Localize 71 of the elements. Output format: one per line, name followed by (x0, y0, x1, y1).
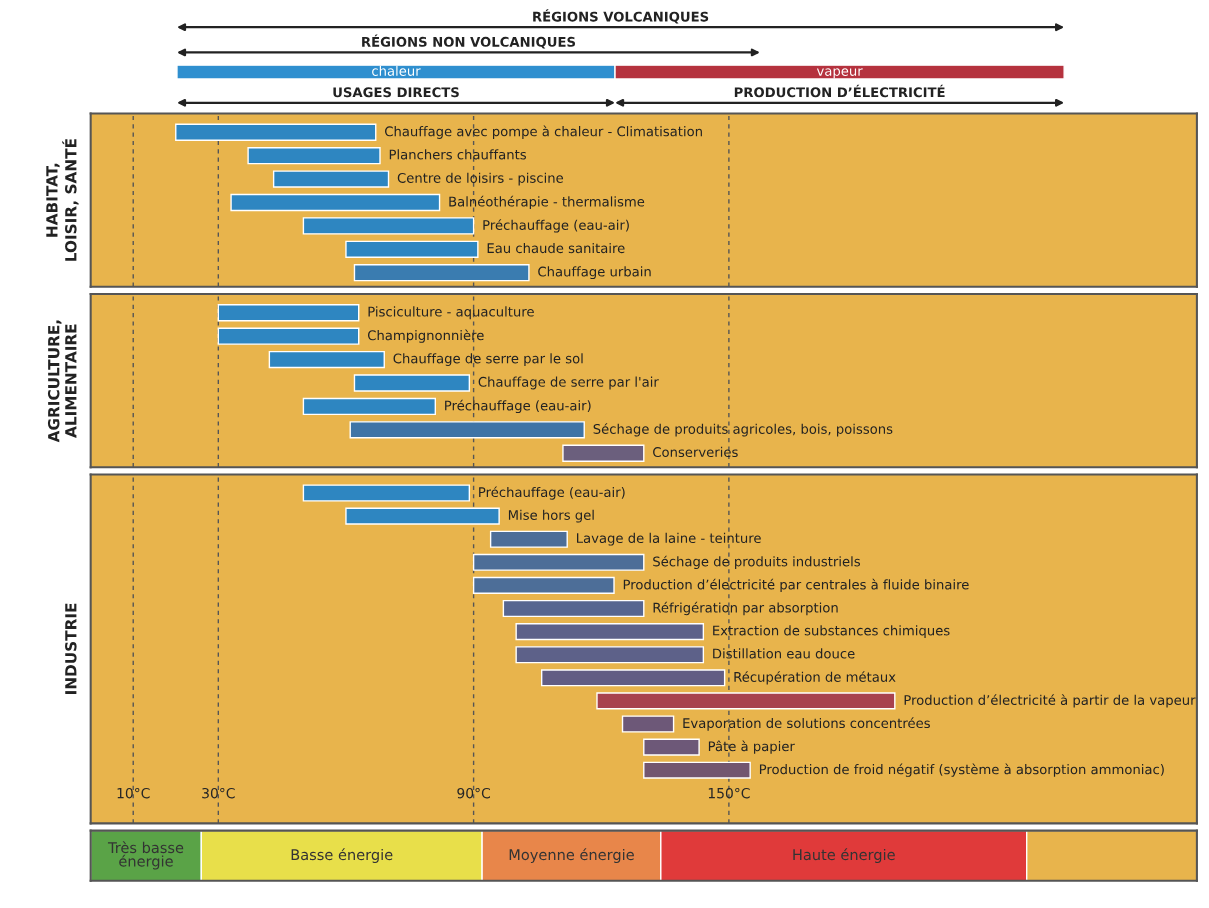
text: RÉGIONS VOLCANIQUES (533, 9, 709, 24)
category-label: Chauffage de serre par l'air (478, 376, 659, 390)
series-label: Très basse énergie (107, 841, 184, 870)
bar (353, 264, 530, 282)
category-label: Centre de loisirs - piscine (397, 172, 564, 186)
bar (302, 397, 437, 416)
category-label: Conserveries (653, 446, 738, 458)
category-label: Balnéothérapie - thermalisme (449, 195, 645, 210)
category-label: Pisciculture - aquaculture (368, 306, 534, 320)
bar (175, 123, 377, 141)
text: vapeur (816, 68, 863, 79)
y-axis-title: AGRICULTURE, ALIMENTAIRE (47, 320, 77, 443)
series-label: Basse énergie (291, 848, 393, 864)
category-label: Lavage de la laine - teinture (577, 532, 761, 546)
category-label: Mise hors gel (508, 509, 594, 523)
category-label: Chauffage de serre par le sol (393, 353, 583, 366)
bar (302, 484, 471, 502)
bar (247, 146, 381, 165)
category-label: Séchage de produits industriels (653, 555, 861, 569)
category-label: Production de froid négatif (système à absorption ammoniac) (759, 763, 1164, 777)
category-label: Réfrigération par absorption (653, 601, 838, 616)
text: PRODUCTION D’ÉLECTRICITÉ (734, 84, 945, 98)
category-label: Chauffage urbain (538, 266, 651, 280)
text: RÉGIONS NON VOLCANIQUES (362, 34, 576, 49)
category-label: Préchauffage (eau-air) (483, 219, 629, 233)
bar (502, 599, 645, 618)
text: USAGES DIRECTS (333, 87, 459, 98)
category-label: Champignonnière (367, 329, 484, 343)
category-label: Extraction de substances chimiques (713, 625, 950, 638)
bar (643, 738, 700, 756)
category-label: Evaporation de solutions concentrées (683, 717, 930, 731)
bar (596, 692, 896, 710)
category-label: Distillation eau douce (713, 648, 855, 659)
bar (489, 530, 568, 548)
x-tick-label: 30°C (202, 787, 235, 799)
text: chaleur (372, 65, 421, 76)
bar (268, 350, 385, 369)
category-label: Séchage de produits agricoles, bois, poissons (593, 423, 893, 437)
bar (472, 553, 645, 571)
bar (562, 444, 645, 462)
category-label: Préchauffage (eau-air) (445, 399, 591, 414)
category-label: Chauffage avec pompe à chaleur - Climatisation (384, 125, 702, 139)
series-label: Moyenne énergie (509, 848, 634, 864)
category-label: Préchauffage (eau-air) (479, 486, 625, 500)
category-label: Eau chaude sanitaire (487, 242, 625, 254)
bar (643, 761, 751, 779)
x-tick-label: 90°C (457, 787, 491, 799)
category-label: Production d’électricité à partir de la vapeur (904, 694, 1196, 708)
bar (349, 421, 585, 439)
bar (345, 240, 479, 258)
series-label: Haute énergie (793, 848, 895, 864)
bar (302, 217, 475, 235)
bar (353, 374, 471, 392)
bar (515, 646, 705, 664)
category-label: Pâte à papier (708, 740, 795, 754)
bar (621, 715, 675, 733)
bar (345, 507, 500, 525)
x-tick-label: 150°C (708, 787, 750, 799)
y-axis-title: INDUSTRIE (65, 603, 77, 694)
category-label: Récupération de métaux (734, 671, 896, 685)
x-tick-label: 10°C (117, 787, 150, 799)
category-label: Production d’électricité par centrales à fluide binaire (623, 578, 969, 593)
bar (472, 576, 615, 594)
bar (217, 304, 360, 322)
y-axis-title: HABITAT, LOISIR, SANTÉ (46, 139, 79, 261)
bar (230, 193, 441, 212)
bar (217, 327, 360, 345)
bar (515, 623, 705, 641)
category-label: Planchers chauffants (389, 149, 527, 160)
bar (540, 669, 726, 687)
bar (272, 170, 390, 188)
